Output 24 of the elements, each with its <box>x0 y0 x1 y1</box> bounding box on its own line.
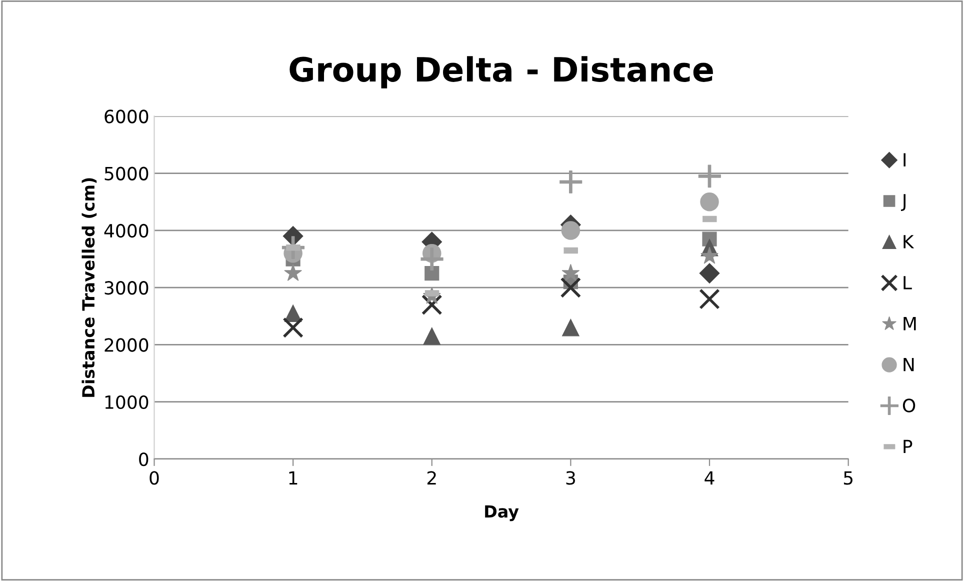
chart-title: Group Delta - Distance <box>290 56 713 88</box>
x-tick-label: 2 <box>427 471 436 485</box>
legend-label: J <box>900 194 906 211</box>
legend-label: K <box>904 235 914 248</box>
y-tick-label: 0 <box>139 452 148 466</box>
y-tick-label: 2000 <box>104 338 148 352</box>
legend-label: P <box>904 440 912 454</box>
y-tick-label: 4000 <box>104 224 148 238</box>
y-tick-label: 6000 <box>104 110 148 124</box>
x-tick-label: 0 <box>150 471 159 485</box>
legend-label: L <box>904 276 912 290</box>
legend-label: I <box>904 153 906 166</box>
legend-label: O <box>902 398 916 412</box>
x-tick-label: 3 <box>566 471 575 485</box>
x-tick-label: 1 <box>289 471 298 485</box>
legend-label: N <box>904 358 914 372</box>
legend-label: M <box>904 317 916 330</box>
y-axis-title: Distance Travelled (cm) <box>82 178 97 397</box>
y-tick-label: 5000 <box>104 166 148 180</box>
x-tick-label: 4 <box>704 471 714 485</box>
x-axis-title: Day <box>485 505 519 522</box>
y-tick-label: 1000 <box>105 395 148 409</box>
y-tick-label: 3000 <box>104 281 148 295</box>
x-tick-label: 5 <box>844 471 852 485</box>
